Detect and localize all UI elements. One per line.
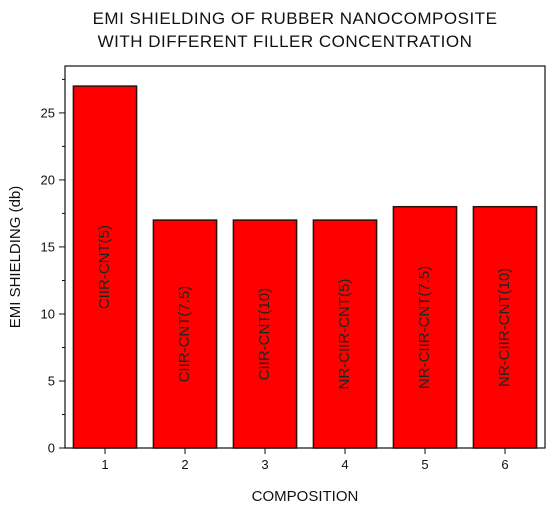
bar-6	[472, 205, 538, 449]
y-tick-label: 10	[41, 307, 55, 322]
bars-group	[72, 85, 538, 449]
chart-title-line-2: WITH DIFFERENT FILLER CONCENTRATION	[98, 32, 473, 51]
y-tick-label: 15	[41, 239, 55, 254]
x-tick-label: 4	[341, 457, 348, 472]
x-tick-label: 5	[421, 457, 428, 472]
y-tick-label: 20	[41, 172, 55, 187]
plot-area-frame	[64, 65, 546, 449]
y-tick-label: 0	[48, 441, 55, 456]
bar-label-5: NR-CIIR-CNT(7.5)	[416, 266, 433, 389]
y-axis-ticks: 0 5 10 15 20 25	[41, 78, 65, 456]
y-axis-label: EMI SHIELDING (db)	[7, 186, 24, 329]
x-axis-ticks: 1 2 3 4 5 6	[101, 448, 509, 472]
bar-4	[312, 219, 378, 449]
bar-2	[152, 219, 218, 449]
bar-label-4: NR-CIIR-CNT(5)	[336, 279, 353, 390]
bar-label-2: CIIR-CNT(7.5)	[176, 286, 193, 383]
x-tick-label: 6	[501, 457, 508, 472]
y-tick-label: 25	[41, 105, 55, 120]
y-tick-label: 5	[48, 374, 55, 389]
x-tick-label: 2	[181, 457, 188, 472]
bar-label-1: CIIR-CNT(5)	[96, 225, 113, 309]
bar-1	[72, 85, 138, 449]
chart-title-line-1: EMI SHIELDING OF RUBBER NANOCOMPOSITE	[93, 9, 498, 28]
bar-label-6: NR-CIIR-CNT(10)	[496, 268, 513, 387]
x-tick-label: 1	[101, 457, 108, 472]
x-tick-label: 3	[261, 457, 268, 472]
bar-3	[232, 219, 298, 449]
bar-labels-group: CIIR-CNT(5) CIIR-CNT(7.5) CIIR-CNT(10) NR-C…	[96, 225, 513, 389]
x-axis-label: COMPOSITION	[252, 488, 359, 505]
bar-label-3: CIIR-CNT(10)	[256, 288, 273, 381]
